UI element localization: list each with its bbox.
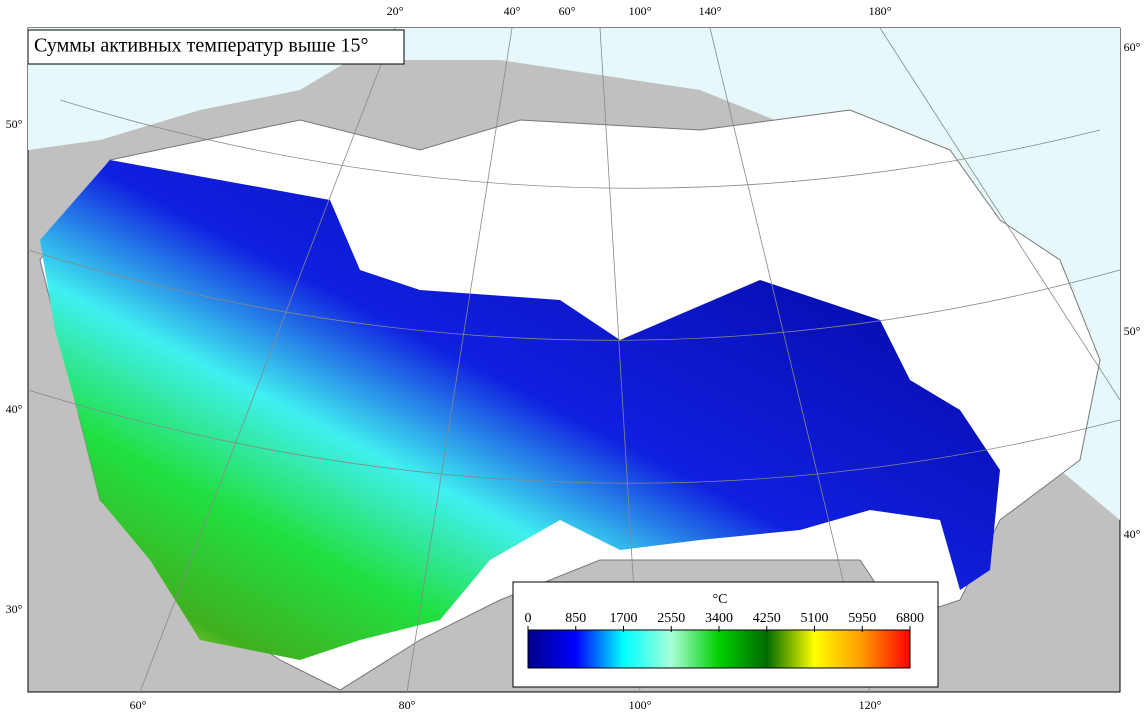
legend-tick-label: 2550 — [657, 611, 685, 626]
graticule-label: 60° — [559, 4, 576, 18]
graticule-label: 40° — [1124, 527, 1141, 541]
legend-tick-label: 1700 — [610, 611, 638, 626]
legend-tick-label: 4250 — [753, 611, 781, 626]
graticule-label: 100° — [629, 4, 652, 18]
sea — [28, 28, 1120, 520]
legend-tick-label: 850 — [565, 611, 586, 626]
legend: 0 850 1700 2550 3400 4250 5100 5950 6800 — [525, 611, 924, 669]
title: Суммы активных температур выше 15° — [34, 35, 369, 57]
title-box — [27, 29, 405, 65]
graticule-label: 120° — [859, 698, 882, 712]
graticule — [27, 27, 1121, 693]
graticule-label: 50° — [1124, 324, 1141, 338]
graticule-labels: 20° 40° 60° 100° 140° 180° 60° 80° 100° 120° 50° 40… — [6, 4, 1141, 712]
graticule-label: 30° — [6, 602, 23, 616]
legend-unit: °C — [713, 592, 728, 607]
graticule-label: 40° — [6, 402, 23, 416]
graticule-label: 180° — [869, 4, 892, 18]
graticule-label: 50° — [6, 117, 23, 131]
legend-tick-label: 6800 — [896, 611, 924, 626]
color-bar — [527, 629, 911, 669]
graticule-label: 60° — [130, 698, 147, 712]
graticule-label: 100° — [629, 698, 652, 712]
legend-tick-label: 5100 — [801, 611, 829, 626]
graticule-label: 80° — [399, 698, 416, 712]
legend-tick-label: 5950 — [848, 611, 876, 626]
legend-tick-label: 3400 — [705, 611, 733, 626]
temperature-field — [40, 160, 1000, 660]
graticule-label: 40° — [504, 4, 521, 18]
legend-tick-label: 0 — [525, 611, 532, 626]
graticule-label: 20° — [387, 4, 404, 18]
graticule-label: 60° — [1124, 40, 1141, 54]
graticule-label: 140° — [699, 4, 722, 18]
